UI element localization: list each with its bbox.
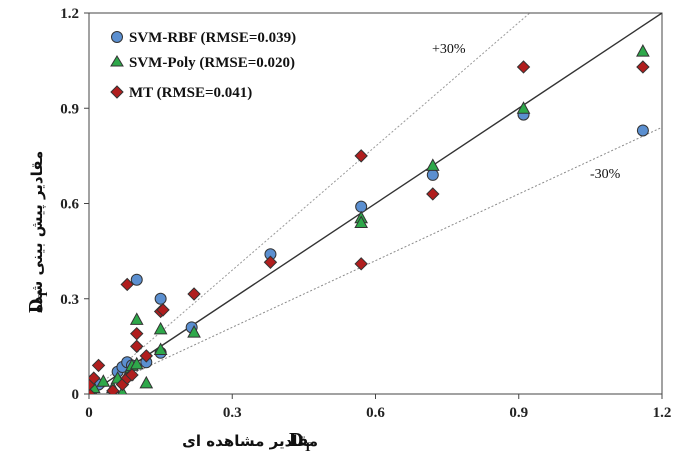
minus-30-line <box>89 126 662 394</box>
point-mt <box>187 287 201 301</box>
legend-marker-svm-poly <box>110 55 124 67</box>
x-tick-label: 0.3 <box>223 405 242 421</box>
point-mt <box>120 277 134 292</box>
data-points <box>89 44 650 394</box>
point-svm-poly <box>153 321 168 335</box>
point-mt <box>156 303 170 317</box>
point-svm-rbf <box>636 124 649 137</box>
y-axis-title: مقادیر پیش بینی شده DT <box>25 151 50 313</box>
point-mt <box>89 371 101 385</box>
x-axis-label: مقادیر مشاهده ای <box>182 432 318 450</box>
point-svm-poly <box>129 356 144 370</box>
y-axis-symbol: DT <box>25 290 50 313</box>
point-svm-rbf <box>355 200 368 213</box>
axis-ticks: 00 0.3 0.3 0.6 0.6 0.9 0.9 1.2 1.2 <box>60 6 671 421</box>
point-mt <box>354 149 368 163</box>
point-svm-poly <box>153 342 168 356</box>
point-svm-poly <box>425 158 440 171</box>
x-tick-label: 1.2 <box>653 405 672 421</box>
one-to-one-line <box>89 13 662 394</box>
y-tick-label: 0.9 <box>60 101 79 117</box>
point-svm-poly <box>187 325 201 338</box>
point-mt <box>263 255 278 269</box>
point-mt <box>125 368 139 382</box>
x-axis-title: DT مقادیر مشاهده ای <box>182 429 318 454</box>
point-mt <box>91 358 106 373</box>
legend-label-svm-poly: SVM-Poly (RMSE=0.020) <box>129 55 295 71</box>
point-svm-poly <box>139 375 154 389</box>
x-axis-symbol: DT <box>289 429 312 454</box>
point-mt <box>130 339 144 354</box>
legend-label-mt: MT (RMSE=0.041) <box>129 85 252 101</box>
reference-lines <box>89 13 662 394</box>
point-mt <box>516 60 531 74</box>
point-svm-rbf <box>426 168 439 181</box>
point-svm-poly <box>516 101 531 114</box>
y-axis-label: مقادیر پیش بینی شده <box>28 151 47 313</box>
x-tick-label: 0 <box>85 405 93 421</box>
point-svm-rbf <box>154 292 167 305</box>
annotation-plus-30: +30% <box>432 42 466 57</box>
legend-label-svm-rbf: SVM-RBF (RMSE=0.039) <box>129 30 296 46</box>
y-tick-label: 1.2 <box>60 6 79 22</box>
y-tick-label: 0 <box>72 387 80 403</box>
point-svm-poly <box>354 215 369 229</box>
point-mt <box>106 384 120 394</box>
point-mt <box>636 60 650 74</box>
legend-marker-svm-rbf <box>111 31 123 43</box>
x-tick-label: 0.6 <box>366 405 385 421</box>
point-svm-poly <box>129 312 144 325</box>
annotation-minus-30: -30% <box>590 167 621 182</box>
point-svm-poly <box>96 374 111 387</box>
point-svm-rbf <box>130 273 143 286</box>
x-tick-label: 0.9 <box>509 405 528 421</box>
legend-marker-mt <box>110 85 124 99</box>
point-mt <box>426 187 440 201</box>
y-tick-label: 0.6 <box>60 197 79 213</box>
legend: SVM-RBF (RMSE=0.039) SVM-Poly (RMSE=0.02… <box>110 30 296 101</box>
y-tick-label: 0.3 <box>60 292 79 308</box>
point-mt <box>139 349 154 363</box>
point-svm-poly <box>636 44 650 57</box>
point-mt <box>354 257 368 271</box>
